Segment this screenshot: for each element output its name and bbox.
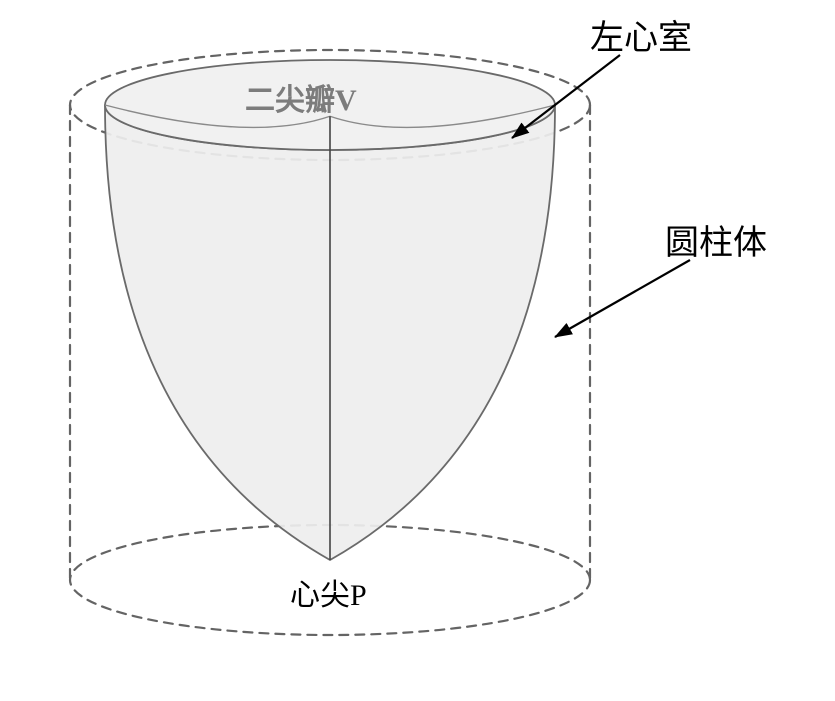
label-left-ventricle: 左心室: [590, 10, 692, 59]
diagram-stage: 左心室 圆柱体 二尖瓣V 心尖P: [0, 0, 835, 701]
diagram-svg: [0, 0, 835, 701]
label-cylinder: 圆柱体: [665, 215, 767, 264]
label-apex: 心尖P: [290, 570, 367, 614]
label-mitral-valve: 二尖瓣V: [245, 75, 357, 119]
